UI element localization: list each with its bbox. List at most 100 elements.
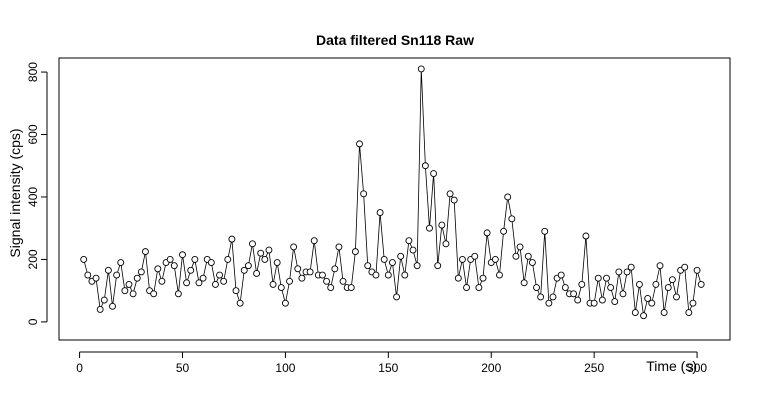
data-point xyxy=(689,299,697,307)
data-point xyxy=(582,232,590,240)
data-point xyxy=(611,298,619,306)
data-point xyxy=(109,302,116,310)
data-point xyxy=(121,287,129,295)
data-point xyxy=(100,296,108,304)
data-point xyxy=(253,270,261,277)
data-point xyxy=(409,246,417,254)
data-point xyxy=(430,170,438,177)
y-tick-label: 200 xyxy=(26,249,40,269)
data-point xyxy=(463,284,470,291)
data-point xyxy=(199,274,207,282)
data-point xyxy=(347,284,355,291)
data-point xyxy=(261,255,269,263)
data-point xyxy=(545,299,553,307)
data-point xyxy=(137,268,145,276)
data-point xyxy=(372,271,380,279)
y-tick-label: 400 xyxy=(26,187,40,207)
data-point xyxy=(290,243,298,251)
data-point xyxy=(170,262,178,270)
data-point xyxy=(479,274,487,282)
data-point xyxy=(619,290,627,298)
data-point xyxy=(388,259,396,267)
data-point xyxy=(360,190,368,198)
data-point xyxy=(652,280,660,288)
data-point xyxy=(376,209,384,217)
data-point xyxy=(615,268,623,276)
data-point xyxy=(413,262,421,270)
data-point xyxy=(125,280,133,288)
data-point xyxy=(244,262,252,270)
data-point xyxy=(537,293,545,301)
data-point xyxy=(228,235,236,243)
data-point xyxy=(442,240,450,248)
data-point xyxy=(141,248,149,256)
data-point xyxy=(541,227,549,235)
y-tick-label: 800 xyxy=(26,62,40,82)
data-point xyxy=(594,274,602,282)
data-point xyxy=(380,255,388,263)
data-point xyxy=(364,262,372,270)
data-point xyxy=(607,284,615,291)
data-point xyxy=(491,255,499,263)
data-point xyxy=(129,290,137,298)
data-point xyxy=(133,274,141,282)
x-tick-label: 300 xyxy=(687,361,707,375)
data-point xyxy=(96,305,104,313)
data-point xyxy=(211,280,219,288)
data-point xyxy=(397,252,405,260)
data-point xyxy=(561,284,569,291)
data-point xyxy=(393,293,401,301)
data-point xyxy=(640,312,648,320)
data-point xyxy=(257,249,265,257)
chart-title: Data filtered Sn118 Raw xyxy=(316,32,474,48)
data-point xyxy=(631,309,639,316)
data-point xyxy=(421,162,429,170)
data-point xyxy=(298,274,306,282)
data-point xyxy=(458,255,466,263)
data-point xyxy=(660,309,668,316)
data-point xyxy=(524,252,532,260)
y-axis-label: Signal intensity (cps) xyxy=(7,128,23,257)
data-point xyxy=(154,265,162,273)
data-point xyxy=(232,287,240,295)
data-point xyxy=(113,271,121,279)
data-point xyxy=(265,246,273,254)
x-tick-label: 100 xyxy=(275,361,295,375)
data-point xyxy=(681,263,689,271)
data-point xyxy=(195,279,203,287)
data-point xyxy=(191,255,199,263)
data-point xyxy=(533,284,540,291)
data-point xyxy=(310,237,318,245)
data-point xyxy=(224,255,232,263)
data-point xyxy=(627,263,635,271)
data-point xyxy=(174,290,182,298)
data-point xyxy=(438,221,446,229)
data-point xyxy=(496,271,503,279)
y-tick-label: 0 xyxy=(26,318,40,325)
data-point xyxy=(150,290,158,298)
data-point xyxy=(520,279,528,287)
x-tick-label: 50 xyxy=(176,361,190,375)
data-point xyxy=(384,271,392,279)
plot-frame xyxy=(58,57,731,341)
data-point xyxy=(664,284,672,291)
data-point xyxy=(648,299,656,307)
data-point xyxy=(323,277,331,285)
data-point xyxy=(207,259,215,267)
data-point xyxy=(269,280,277,288)
data-point xyxy=(578,280,586,288)
data-point xyxy=(401,271,409,279)
data-point xyxy=(570,290,578,298)
data-point xyxy=(277,284,285,291)
data-point xyxy=(500,227,508,235)
data-point xyxy=(685,309,693,316)
data-point xyxy=(516,243,524,251)
data-point xyxy=(504,193,512,201)
data-point xyxy=(574,296,582,304)
data-point xyxy=(598,296,606,304)
data-point xyxy=(183,279,191,287)
data-point xyxy=(603,274,610,282)
data-point xyxy=(693,266,701,274)
data-point xyxy=(483,229,491,237)
